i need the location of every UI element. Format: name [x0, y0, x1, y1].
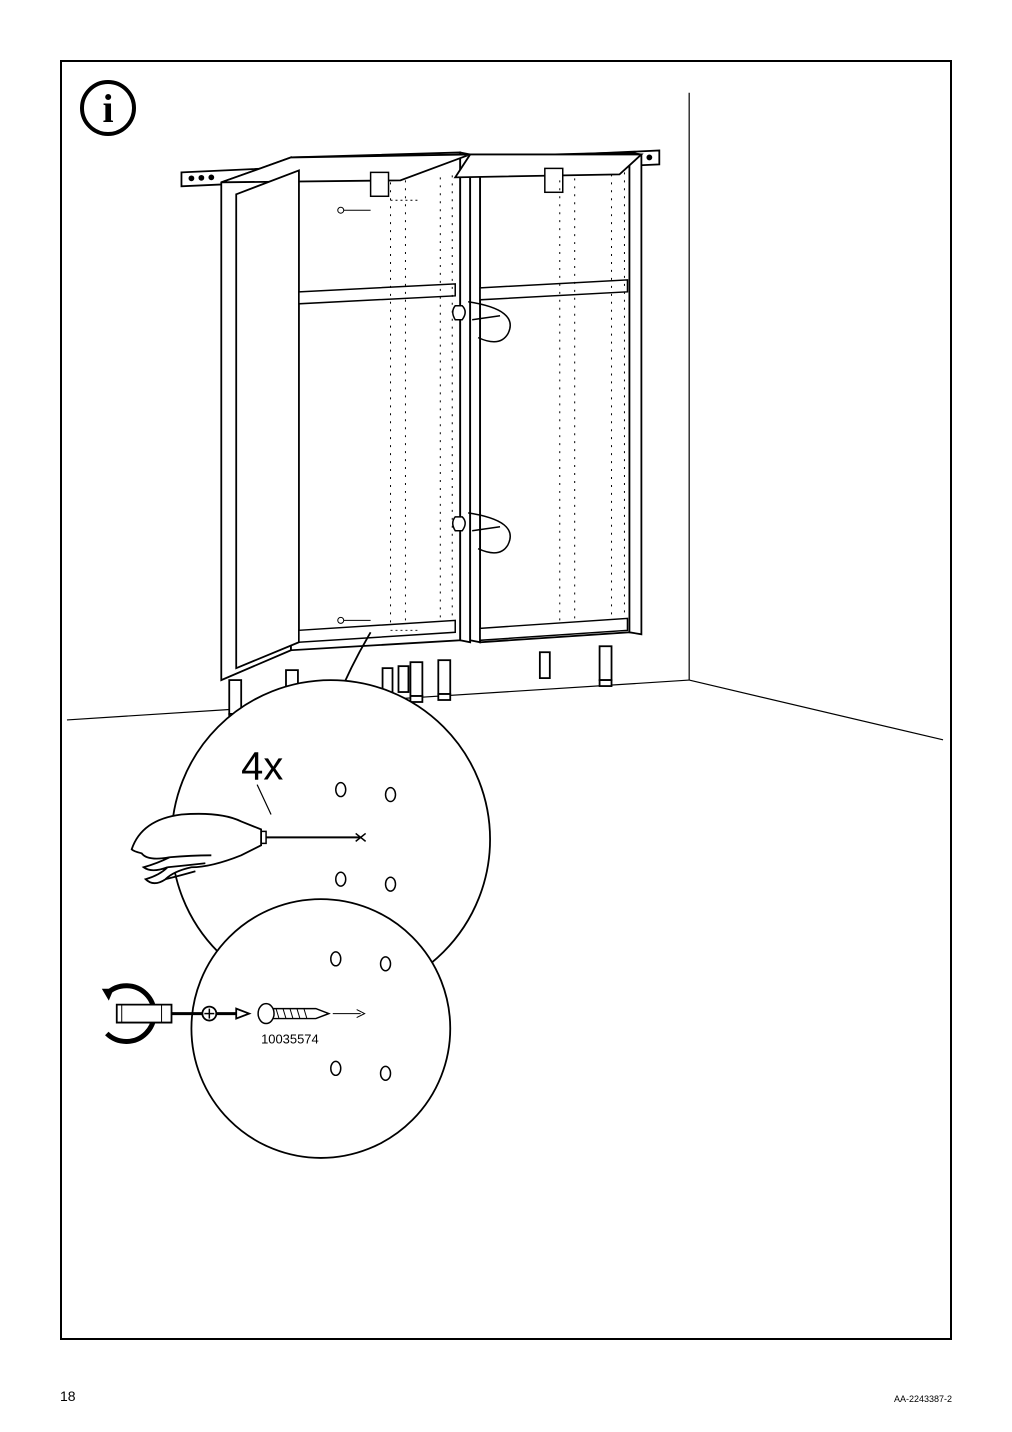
part-number: 10035574: [261, 1031, 319, 1046]
page-number: 18: [60, 1388, 76, 1404]
quantity-label: 4x: [241, 745, 283, 789]
assembly-diagram: 4x: [62, 62, 950, 1338]
document-id: AA-2243387-2: [894, 1394, 952, 1404]
detail-circle-lower: 10035574: [191, 899, 450, 1158]
left-cabinet: [221, 152, 470, 719]
content-frame: i: [60, 60, 952, 1340]
page: i: [0, 0, 1012, 1432]
